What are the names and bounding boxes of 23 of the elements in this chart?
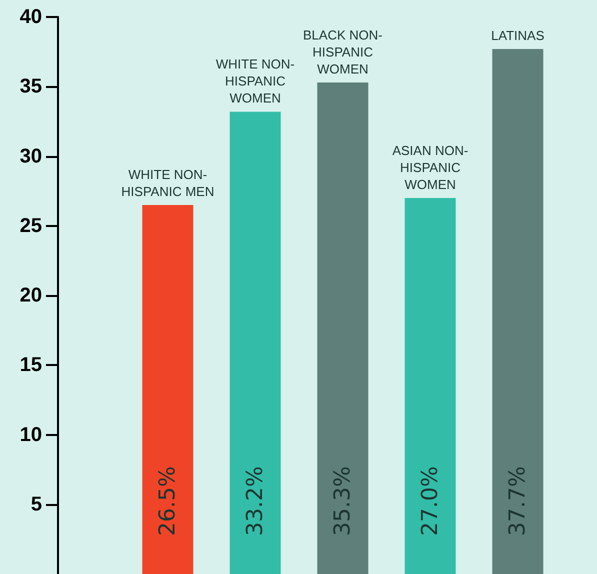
bar [404,198,456,574]
x-tick-label: WHITE NON-HISPANIC WOMEN [216,56,295,106]
bar [142,204,194,574]
y-tick-label: 15 [20,354,42,376]
y-tick-label: 10 [20,424,42,446]
data-label: 35.3% [330,466,356,536]
y-tick-label: 40 [20,6,42,28]
bar [492,49,544,574]
y-tick-label: 25 [20,214,42,237]
data-label: 33.2% [242,466,268,536]
y-tick-label: 30 [20,145,42,168]
x-tick-label: LATINAS [491,28,545,44]
y-tick-label: 35 [20,76,42,98]
y-tick-label: 20 [20,284,42,306]
x-tick-label: ASIAN NON-HISPANIC WOMEN [392,143,468,192]
data-label: 37.7% [505,466,530,536]
bar [230,112,281,574]
x-tick-label: BLACK NON-HISPANIC WOMEN [303,27,382,76]
x-tick-label: WHITE NON-HISPANIC MEN [121,166,214,199]
data-label: 27.0% [418,466,443,536]
bar [317,82,368,574]
y-tick-label: 5 [30,493,42,516]
data-label: 26.5% [155,466,180,536]
